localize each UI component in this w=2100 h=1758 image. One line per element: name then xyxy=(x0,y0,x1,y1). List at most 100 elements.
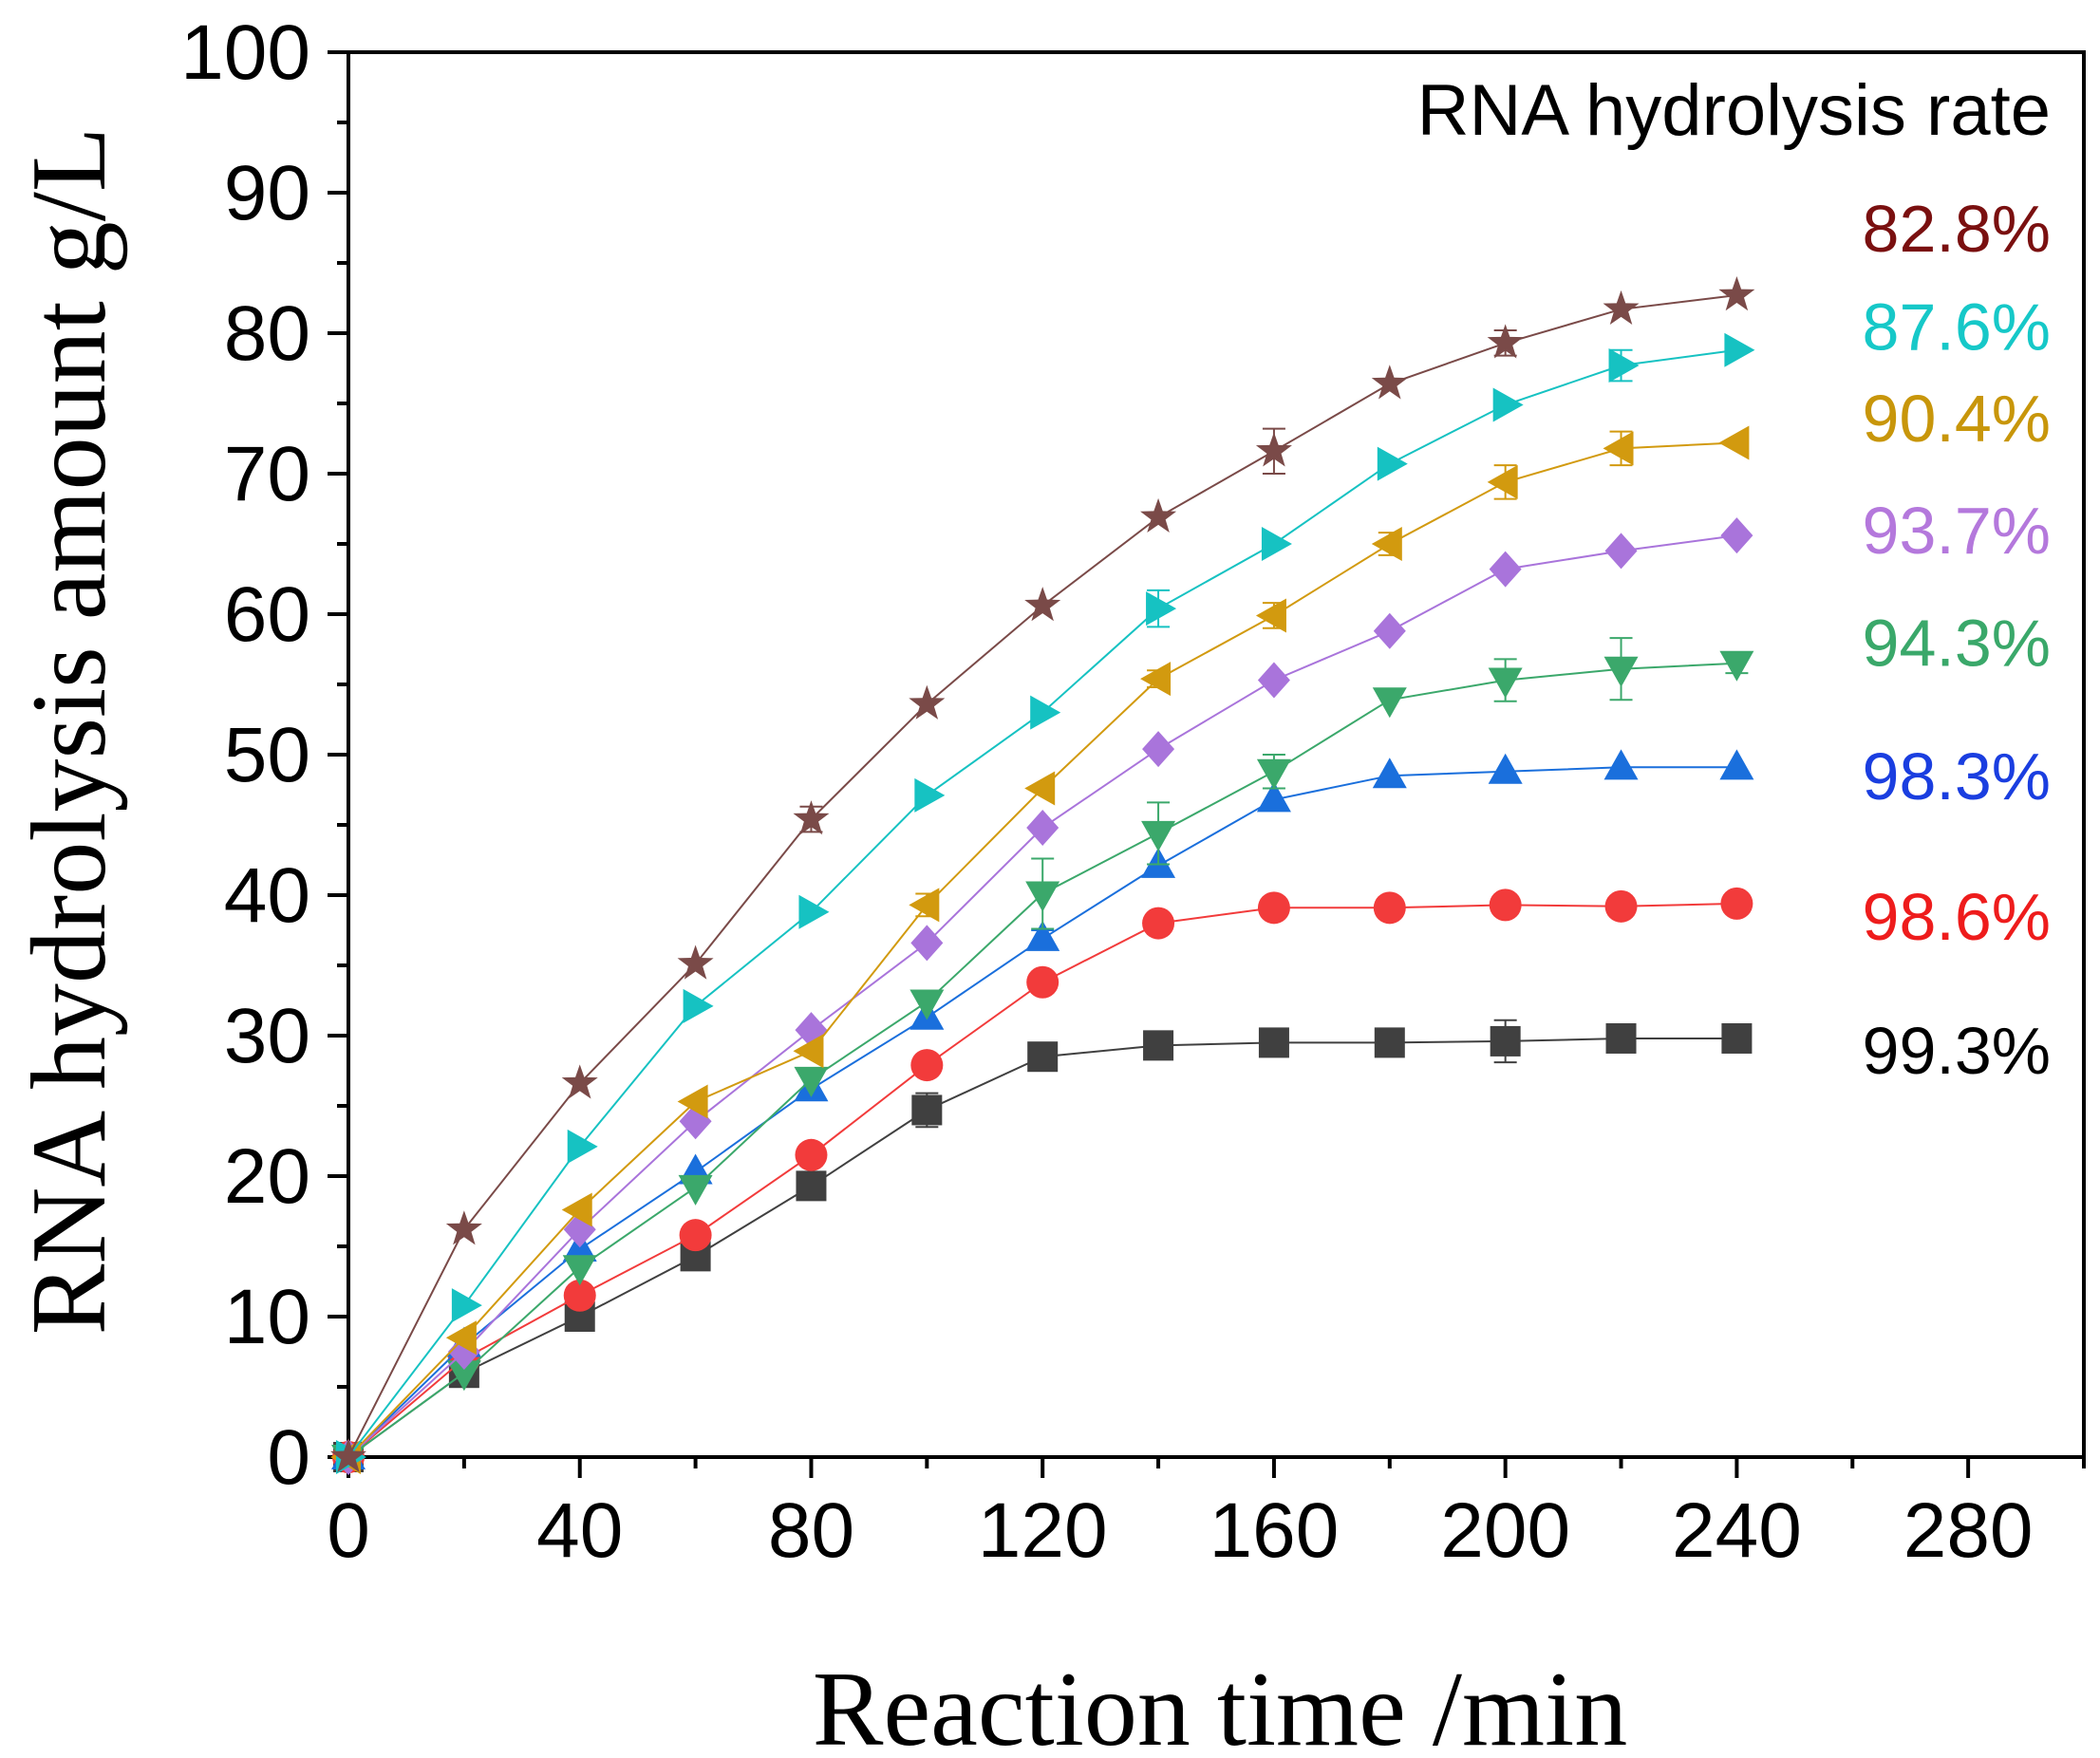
marker-triangle-up xyxy=(1603,749,1639,780)
marker-diamond xyxy=(1026,809,1059,846)
marker-diamond xyxy=(1489,551,1522,588)
annotations: 82.8% 87.6% 90.4% 93.7% 94.3% 98.3% 98.6% 99.3% xyxy=(1863,192,2051,1088)
y-tick-label: 40 xyxy=(224,852,310,939)
marker-triangle-right xyxy=(567,1129,598,1164)
marker-triangle-down xyxy=(1603,656,1639,687)
marker-circle xyxy=(1373,891,1406,925)
marker-triangle-up xyxy=(1719,749,1754,780)
x-tick-label: 40 xyxy=(536,1487,623,1574)
marker-triangle-down xyxy=(562,1255,597,1286)
marker-diamond xyxy=(1142,731,1175,768)
marker-circle xyxy=(1489,888,1522,922)
marker-triangle-left xyxy=(1024,771,1056,806)
series-82.8% xyxy=(329,276,1755,1473)
rate-label: 99.3% xyxy=(1863,1014,2051,1088)
axes: 0 40 80 120 160 200 240 280 0 10 20 30 40 50 60 70 80 90 1… xyxy=(180,9,2086,1574)
marker-triangle-left xyxy=(677,1084,708,1119)
x-tick-label: 240 xyxy=(1672,1487,1802,1574)
y-tick-label: 70 xyxy=(224,431,310,517)
marker-triangle-down xyxy=(909,989,945,1020)
x-tick-label: 0 xyxy=(327,1487,370,1574)
marker-triangle-right xyxy=(683,988,714,1023)
marker-triangle-right xyxy=(1146,591,1177,627)
marker-triangle-right xyxy=(451,1288,482,1323)
legend-title: RNA hydrolysis rate xyxy=(1417,70,2051,151)
y-tick-label: 90 xyxy=(224,150,310,236)
marker-star xyxy=(1024,587,1061,622)
y-tick-label: 0 xyxy=(267,1414,310,1501)
marker-triangle-up xyxy=(1488,753,1523,784)
marker-square xyxy=(1490,1025,1521,1057)
marker-square xyxy=(796,1170,827,1202)
marker-triangle-down xyxy=(678,1174,713,1206)
marker-star xyxy=(793,800,830,835)
marker-star xyxy=(1371,365,1408,400)
marker-circle xyxy=(1257,891,1290,925)
marker-triangle-up xyxy=(1025,920,1060,951)
marker-star xyxy=(1255,432,1292,467)
marker-star xyxy=(329,1438,367,1473)
x-tick-label: 160 xyxy=(1209,1487,1340,1574)
marker-star xyxy=(1718,276,1755,311)
y-tick-label: 60 xyxy=(224,571,310,658)
marker-circle xyxy=(679,1219,712,1252)
marker-square xyxy=(911,1094,943,1126)
y-tick-label: 20 xyxy=(224,1133,310,1220)
rate-label: 93.7% xyxy=(1863,494,2051,568)
marker-circle xyxy=(910,1049,944,1082)
marker-triangle-down xyxy=(1719,650,1754,682)
marker-square xyxy=(1605,1022,1637,1054)
marker-square xyxy=(1374,1027,1405,1058)
marker-triangle-left xyxy=(909,888,940,923)
marker-diamond xyxy=(1604,533,1638,570)
marker-triangle-left xyxy=(793,1034,824,1069)
marker-circle xyxy=(795,1138,828,1171)
marker-diamond xyxy=(1373,612,1406,649)
series-line xyxy=(347,1038,1737,1458)
marker-triangle-down xyxy=(794,1066,829,1097)
rate-label: 90.4% xyxy=(1863,382,2051,456)
marker-triangle-left xyxy=(1255,598,1286,633)
marker-triangle-left xyxy=(1603,431,1634,466)
marker-square xyxy=(1027,1041,1059,1073)
marker-triangle-up xyxy=(1372,757,1407,789)
marker-star xyxy=(1603,290,1640,326)
rate-label: 98.3% xyxy=(1863,739,2051,814)
marker-triangle-right xyxy=(914,777,946,813)
marker-circle xyxy=(1026,965,1059,999)
marker-circle xyxy=(1142,907,1175,940)
rate-label: 98.6% xyxy=(1863,880,2051,954)
y-tick-label: 50 xyxy=(224,712,310,798)
marker-star xyxy=(561,1064,598,1099)
marker-triangle-down xyxy=(446,1360,481,1392)
series-98.3% xyxy=(331,749,1754,1469)
rate-label: 82.8% xyxy=(1863,192,2051,266)
y-tick-label: 10 xyxy=(224,1274,310,1360)
marker-triangle-left xyxy=(1140,662,1172,697)
marker-triangle-up xyxy=(1256,781,1291,813)
marker-triangle-left xyxy=(561,1192,592,1227)
x-axis-title: Reaction time /min xyxy=(813,1651,1627,1758)
marker-triangle-right xyxy=(798,894,830,929)
marker-triangle-down xyxy=(1372,687,1407,719)
marker-circle xyxy=(1720,887,1753,920)
marker-triangle-right xyxy=(1608,348,1640,383)
marker-triangle-right xyxy=(1492,387,1524,422)
marker-triangle-left xyxy=(1371,527,1402,561)
y-tick-label: 30 xyxy=(224,993,310,1079)
marker-circle xyxy=(563,1279,596,1312)
marker-star xyxy=(1487,324,1524,359)
marker-triangle-left xyxy=(445,1320,477,1356)
y-tick-label: 100 xyxy=(180,9,310,96)
series-87.6% xyxy=(336,332,1755,1474)
marker-star xyxy=(909,684,946,720)
marker-triangle-down xyxy=(1488,667,1523,699)
rate-label: 87.6% xyxy=(1863,290,2051,365)
marker-triangle-right xyxy=(1377,446,1408,481)
x-tick-label: 200 xyxy=(1440,1487,1570,1574)
marker-square xyxy=(1721,1022,1753,1054)
marker-star xyxy=(1140,497,1177,533)
series-98.6% xyxy=(332,887,1753,1473)
marker-circle xyxy=(1604,889,1638,923)
